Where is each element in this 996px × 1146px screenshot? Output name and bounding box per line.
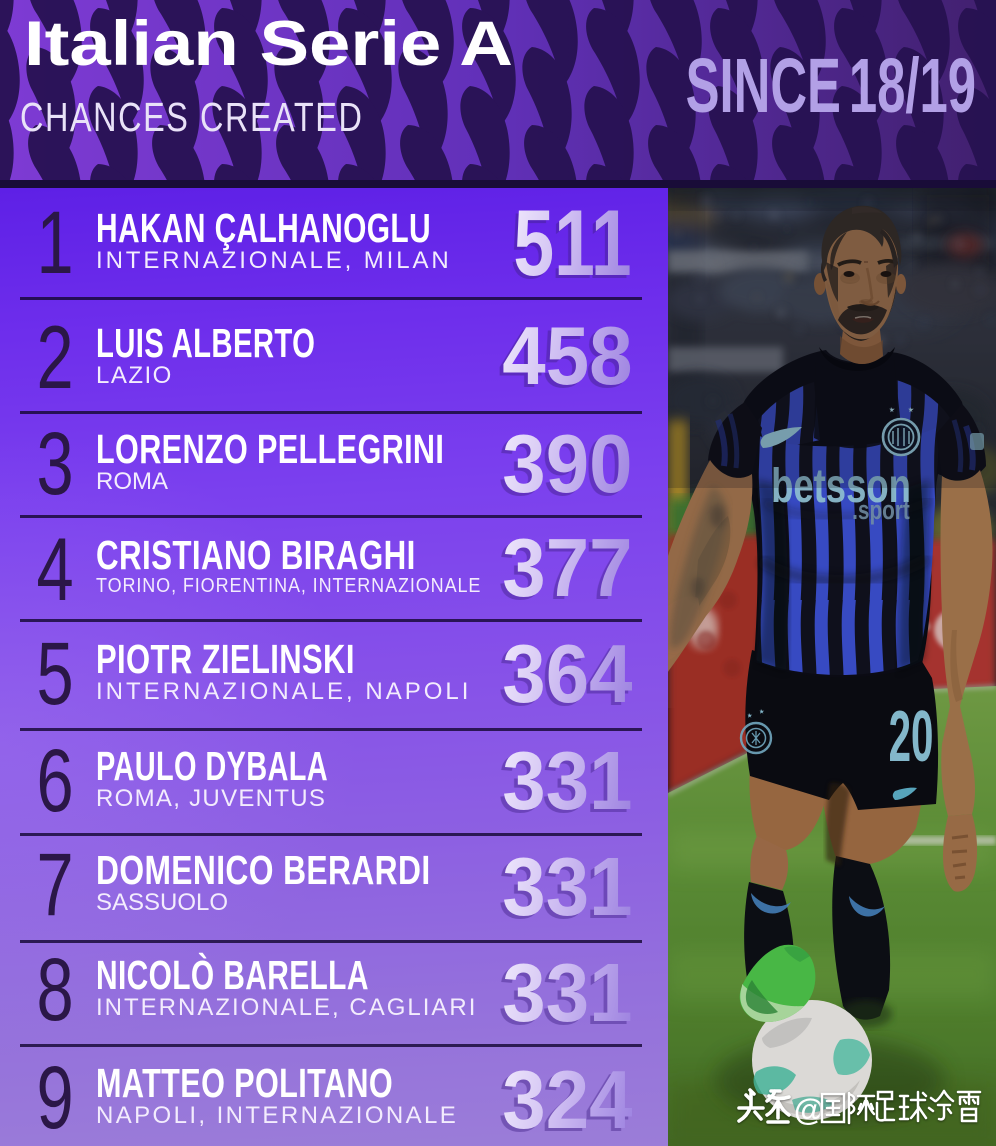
svg-text:betsson: betsson bbox=[771, 459, 911, 513]
svg-text:20: 20 bbox=[889, 697, 934, 777]
svg-text:.sport: .sport bbox=[852, 495, 910, 525]
svg-text:@: @ bbox=[794, 1092, 824, 1127]
